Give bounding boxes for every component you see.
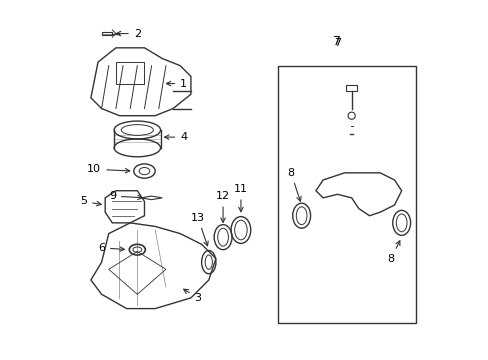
- Text: 1: 1: [166, 78, 187, 89]
- Text: 11: 11: [233, 184, 247, 212]
- Text: 10: 10: [87, 164, 129, 174]
- Text: 8: 8: [287, 168, 301, 201]
- Text: 8: 8: [386, 241, 399, 264]
- Text: 7: 7: [333, 38, 340, 63]
- Text: 4: 4: [164, 132, 187, 142]
- Text: 5: 5: [80, 197, 101, 206]
- Text: 7: 7: [333, 35, 341, 48]
- Text: 6: 6: [98, 243, 124, 253]
- Text: 2: 2: [116, 28, 141, 39]
- Text: 9: 9: [108, 191, 142, 201]
- Bar: [346, 85, 356, 91]
- Text: 13: 13: [191, 213, 208, 246]
- Bar: [278, 66, 415, 323]
- Text: 12: 12: [216, 192, 230, 222]
- Text: 3: 3: [183, 289, 201, 303]
